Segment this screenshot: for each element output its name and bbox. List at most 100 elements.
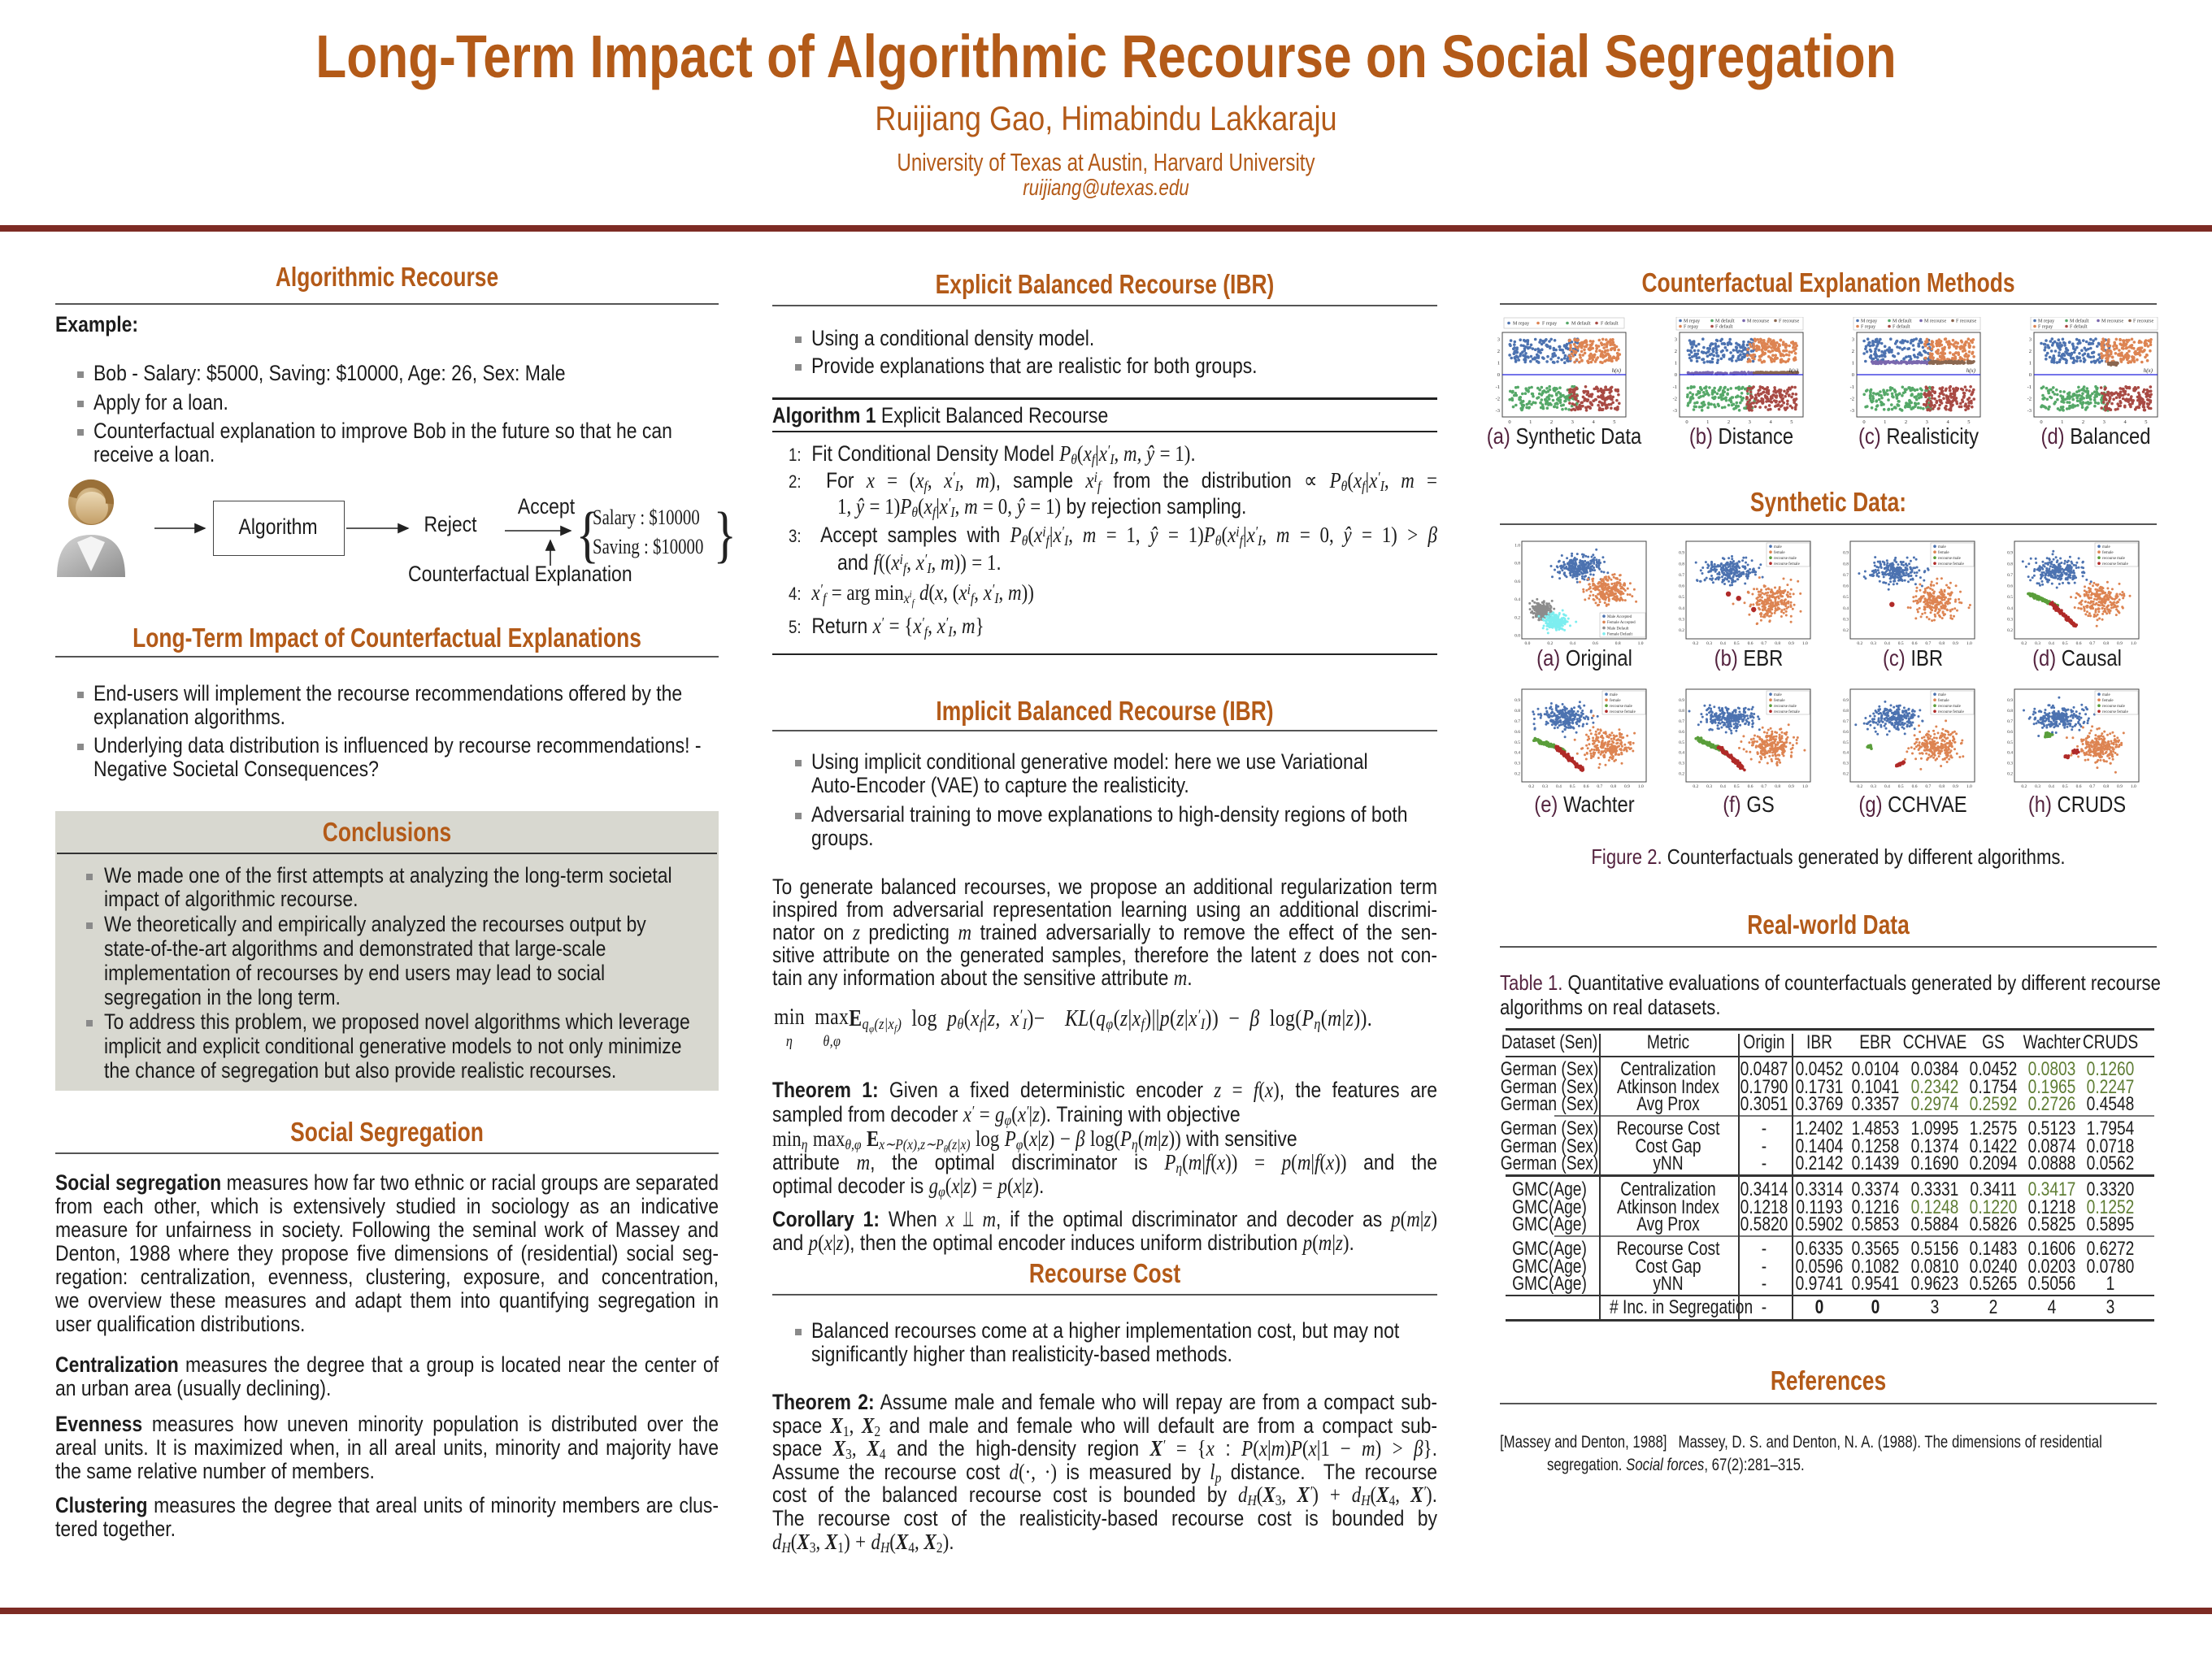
svg-text:-3: -3 <box>2027 408 2032 414</box>
svg-text:0.8: 0.8 <box>1615 641 1621 646</box>
svg-text:0.8: 0.8 <box>1679 562 1684 566</box>
svg-text:-3: -3 <box>1496 408 1500 414</box>
svg-text:0.4: 0.4 <box>1720 641 1726 646</box>
svg-text:M repay: M repay <box>1684 319 1700 324</box>
svg-text:2: 2 <box>1675 349 1677 354</box>
svg-text:5: 5 <box>2145 419 2147 425</box>
svg-text:Female Accepted: Female Accepted <box>1607 621 1636 625</box>
svg-text:0.5: 0.5 <box>1843 595 1849 600</box>
svg-text:male: male <box>1774 545 1782 549</box>
svg-text:0.6: 0.6 <box>1679 584 1684 589</box>
svg-text:0.6: 0.6 <box>1748 641 1754 646</box>
svg-text:0.6: 0.6 <box>1912 641 1918 646</box>
svg-text:M repay: M repay <box>1861 319 1877 324</box>
svg-text:F default: F default <box>2070 324 2088 330</box>
svg-text:M default: M default <box>1715 319 1735 324</box>
svg-text:0.0: 0.0 <box>1515 634 1520 639</box>
svg-text:-1: -1 <box>2027 384 2032 390</box>
svg-text:0: 0 <box>1508 419 1510 425</box>
svg-text:1.0: 1.0 <box>1638 641 1644 646</box>
svg-text:-2: -2 <box>1850 396 1854 401</box>
svg-text:0.7: 0.7 <box>2007 573 2013 578</box>
svg-text:M default: M default <box>2070 319 2089 324</box>
svg-text:0.3: 0.3 <box>2007 617 2013 622</box>
svg-text:0.4: 0.4 <box>1515 597 1520 602</box>
svg-text:M repay: M repay <box>1513 322 1529 327</box>
svg-text:-3: -3 <box>1673 408 1677 414</box>
svg-text:F default: F default <box>1715 324 1733 330</box>
svg-text:1: 1 <box>1675 361 1677 367</box>
svg-text:0.2: 0.2 <box>1679 628 1684 633</box>
svg-text:3: 3 <box>2029 336 2032 342</box>
svg-text:0.8: 0.8 <box>1939 641 1945 646</box>
svg-text:M recourse: M recourse <box>1747 319 1769 324</box>
svg-text:0.7: 0.7 <box>1761 641 1767 646</box>
svg-text:0.2: 0.2 <box>1547 641 1553 646</box>
svg-text:M recourse: M recourse <box>2101 319 2123 324</box>
svg-text:0.7: 0.7 <box>1925 641 1931 646</box>
svg-text:4: 4 <box>1946 419 1949 425</box>
svg-text:h(x): h(x) <box>1966 367 1976 374</box>
svg-text:4: 4 <box>2123 419 2127 425</box>
svg-text:0.6: 0.6 <box>1593 641 1598 646</box>
svg-text:h(x): h(x) <box>1612 367 1622 374</box>
svg-text:2: 2 <box>1497 349 1500 354</box>
svg-text:1: 1 <box>1497 361 1500 367</box>
svg-text:0.8: 0.8 <box>1775 641 1780 646</box>
svg-text:0.3: 0.3 <box>1871 641 1876 646</box>
svg-text:F repay: F repay <box>1861 325 1875 330</box>
svg-text:F repay: F repay <box>1684 325 1698 330</box>
svg-text:0.5: 0.5 <box>1898 641 1904 646</box>
svg-text:recourse female: recourse female <box>1938 562 1965 566</box>
svg-text:1: 1 <box>1706 419 1709 425</box>
svg-text:M default: M default <box>1571 321 1591 327</box>
svg-text:0.8: 0.8 <box>1515 562 1520 566</box>
svg-text:0.4: 0.4 <box>1570 641 1575 646</box>
svg-text:0.9: 0.9 <box>1953 641 1958 646</box>
svg-text:0.6: 0.6 <box>1515 579 1520 584</box>
svg-text:1.0: 1.0 <box>1802 641 1808 646</box>
svg-text:0: 0 <box>2040 419 2042 425</box>
svg-text:Female Default: Female Default <box>1607 633 1633 637</box>
svg-text:recourse male: recourse male <box>1774 557 1797 561</box>
svg-text:3: 3 <box>2103 419 2106 425</box>
svg-text:1: 1 <box>2061 419 2063 425</box>
svg-text:2: 2 <box>1550 419 1553 425</box>
svg-text:0.3: 0.3 <box>1843 617 1849 622</box>
svg-text:0.4: 0.4 <box>1843 606 1849 611</box>
svg-text:0.9: 0.9 <box>1679 551 1684 556</box>
svg-text:0.4: 0.4 <box>1679 606 1684 611</box>
svg-text:0.9: 0.9 <box>1843 551 1849 556</box>
svg-text:0: 0 <box>1675 372 1677 378</box>
svg-text:0.4: 0.4 <box>2007 606 2013 611</box>
svg-text:0: 0 <box>1685 419 1688 425</box>
svg-text:3: 3 <box>1749 419 1751 425</box>
svg-text:0: 0 <box>1497 372 1500 378</box>
svg-text:0.5: 0.5 <box>1679 595 1684 600</box>
svg-text:0.4: 0.4 <box>1884 641 1890 646</box>
svg-text:F recourse: F recourse <box>1956 319 1976 324</box>
svg-text:Male Accepted: Male Accepted <box>1607 615 1632 619</box>
svg-text:recourse male: recourse male <box>1938 557 1962 561</box>
svg-text:recourse female: recourse female <box>1774 562 1801 566</box>
svg-text:-1: -1 <box>1673 384 1677 390</box>
svg-text:M recourse: M recourse <box>1924 319 1946 324</box>
svg-text:M repay: M repay <box>2038 319 2054 324</box>
svg-text:1: 1 <box>1529 419 1532 425</box>
svg-text:5: 5 <box>1967 419 1970 425</box>
svg-text:2: 2 <box>1852 349 1854 354</box>
svg-text:-2: -2 <box>1673 396 1677 401</box>
svg-text:0.3: 0.3 <box>1679 617 1684 622</box>
svg-text:2: 2 <box>2029 349 2032 354</box>
svg-text:3: 3 <box>1675 336 1677 342</box>
svg-text:0: 0 <box>1862 419 1865 425</box>
svg-text:0.9: 0.9 <box>2007 551 2013 556</box>
svg-text:F recourse: F recourse <box>2133 319 2153 324</box>
svg-text:0.6: 0.6 <box>1843 584 1849 589</box>
svg-text:3: 3 <box>1926 419 1928 425</box>
svg-text:0.7: 0.7 <box>1679 573 1684 578</box>
svg-text:3: 3 <box>1497 336 1500 342</box>
svg-text:M default: M default <box>1893 319 1912 324</box>
svg-text:3: 3 <box>1852 336 1854 342</box>
svg-text:-1: -1 <box>1850 384 1854 390</box>
